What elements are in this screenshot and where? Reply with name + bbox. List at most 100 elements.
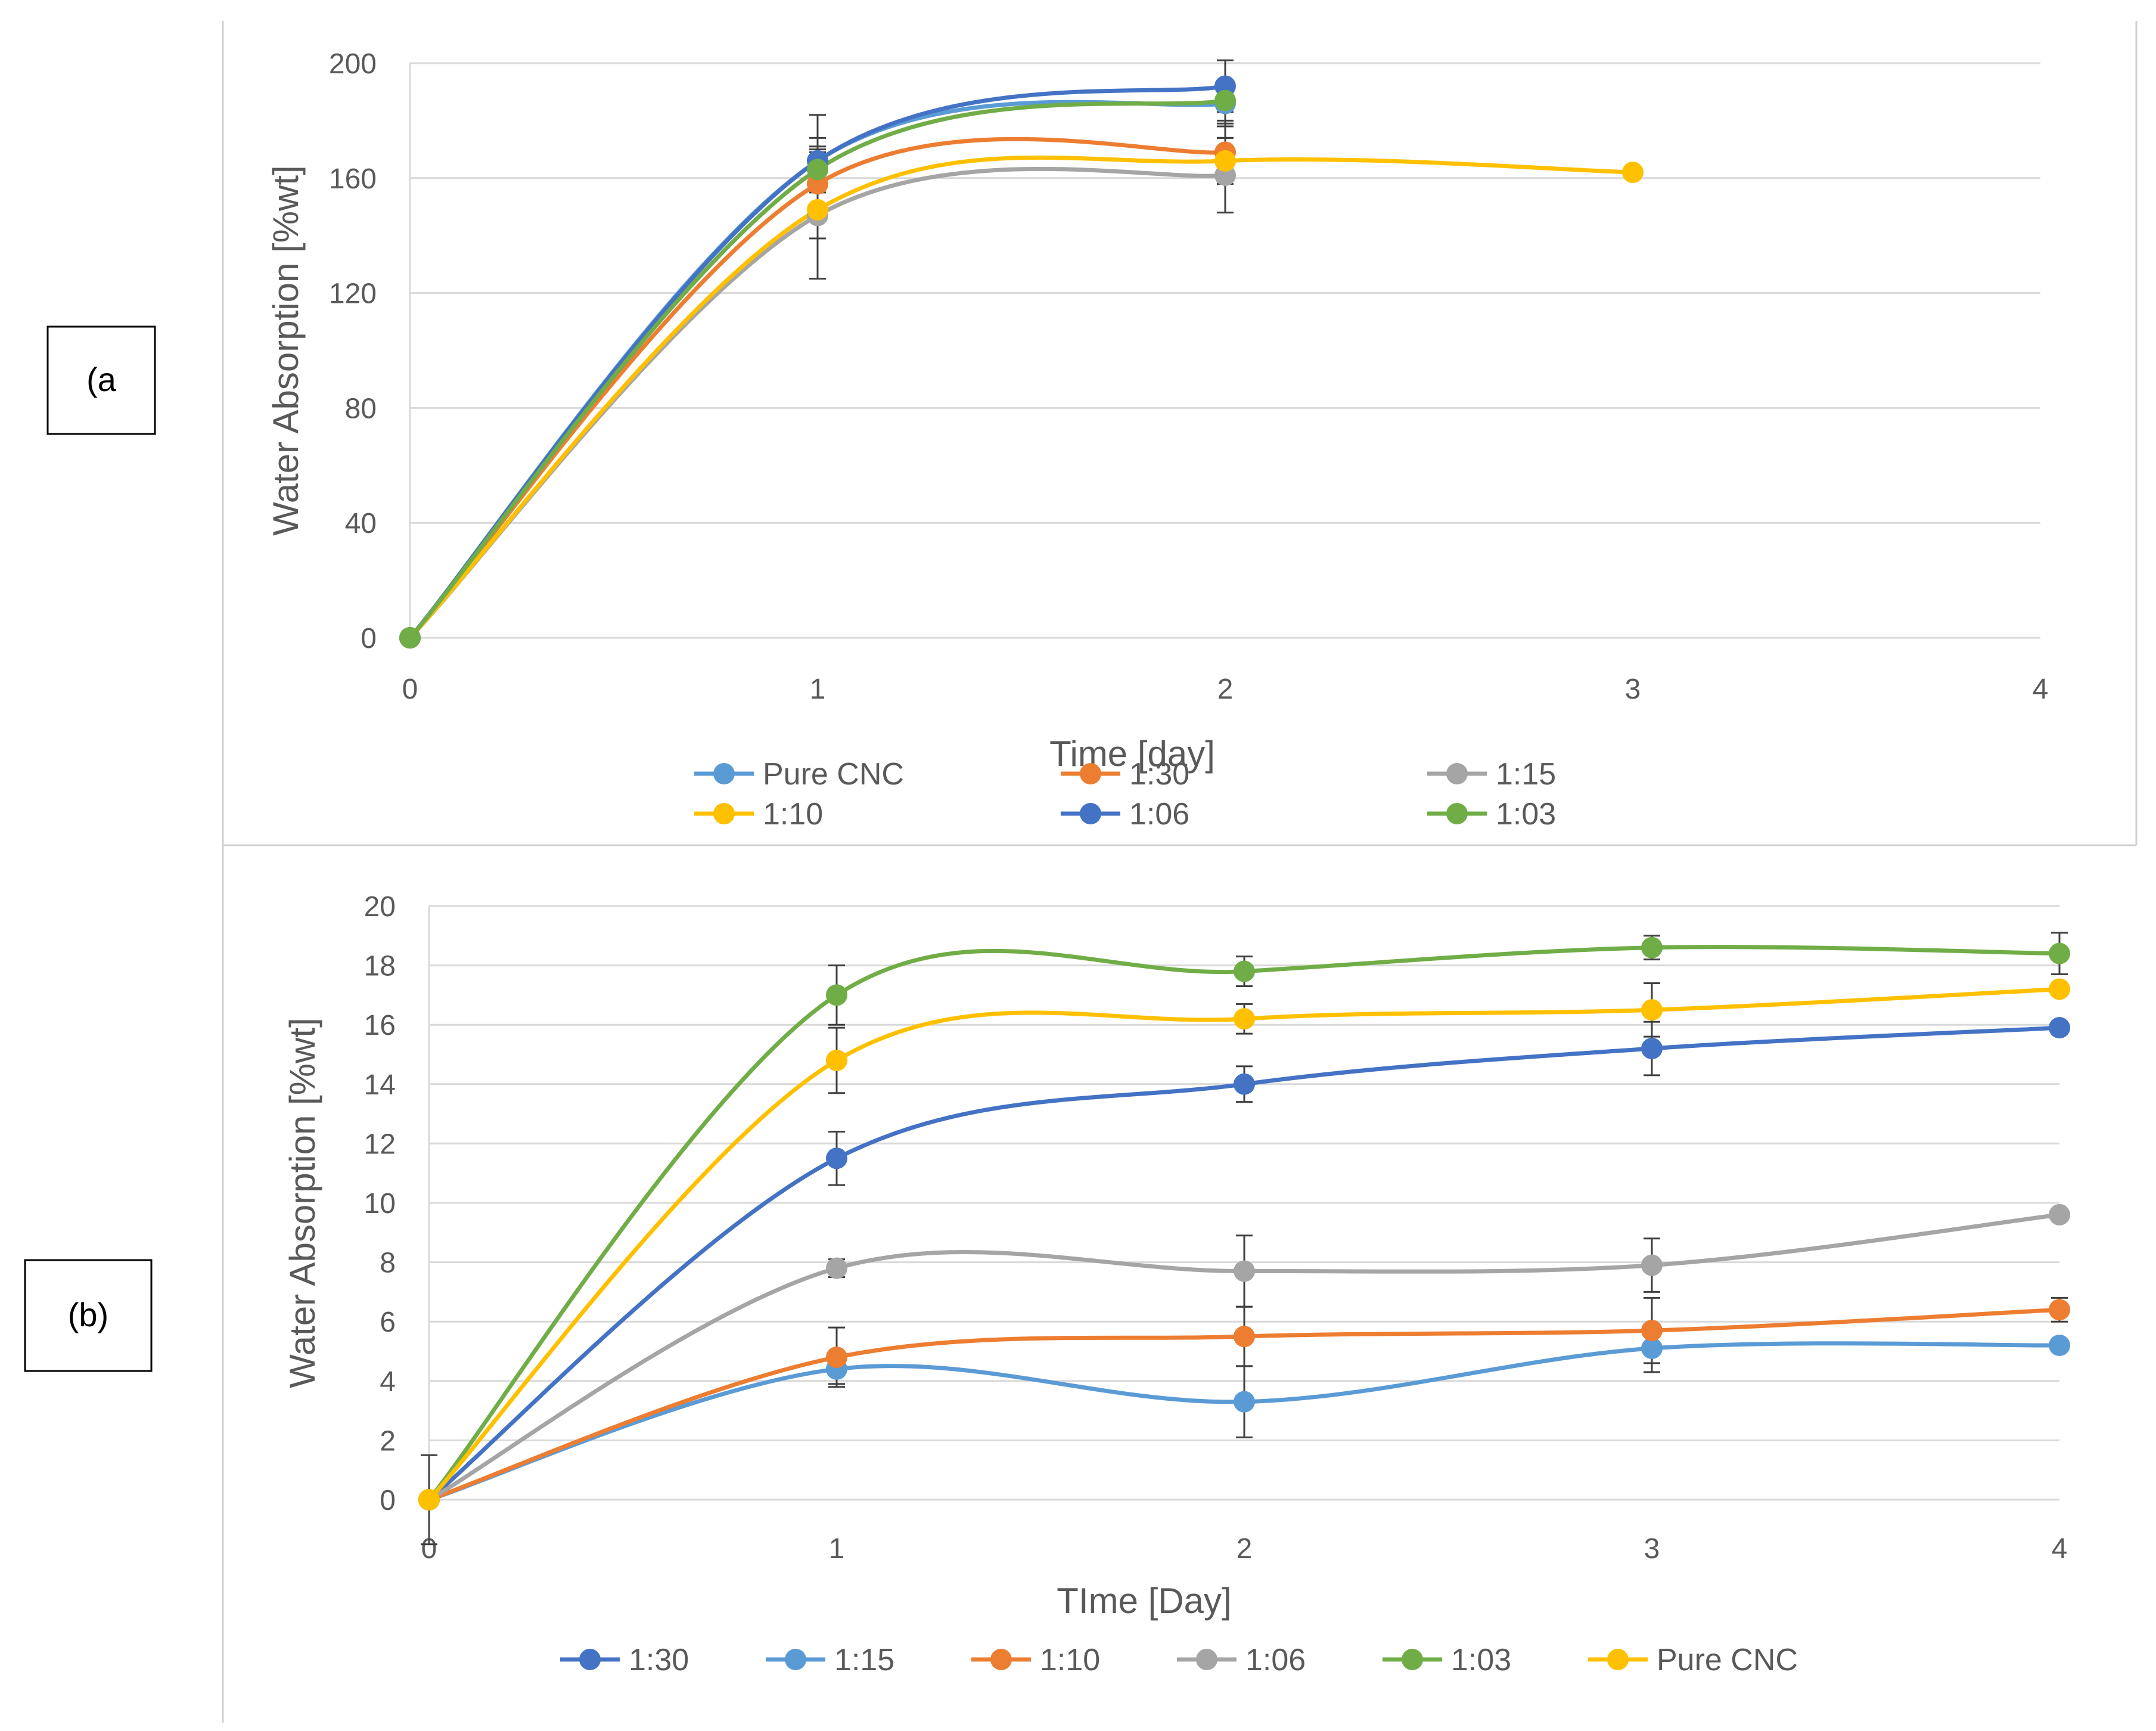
- chart-b-legend-label: 1:10: [1040, 1643, 1100, 1677]
- chart-a-legend-swatch-marker: [1080, 803, 1101, 824]
- panel-label-b-text: (b): [68, 1296, 108, 1333]
- chart-a-legend-item: 1:30: [1061, 757, 1189, 792]
- chart-b-data-point: [1641, 1254, 1663, 1276]
- chart-a-x-axis-title: Time [day]: [1049, 734, 1215, 774]
- chart-a-legend-item: Pure CNC: [694, 757, 904, 792]
- chart-b-x-tick-label: 4: [2052, 1533, 2068, 1565]
- chart-a-y-tick-label: 80: [345, 393, 377, 424]
- chart-a-data-point: [807, 198, 828, 221]
- chart-b-data-point: [2049, 942, 2070, 964]
- chart-a-x-tick-label: 2: [1217, 674, 1234, 705]
- chart-a-legend-label: 1:10: [763, 797, 823, 832]
- chart-b-data-point: [826, 1257, 847, 1279]
- chart-b-legend-label: 1:15: [834, 1643, 894, 1677]
- chart-b-data-point: [2049, 978, 2070, 1000]
- chart-b-data-point: [1641, 1338, 1663, 1360]
- chart-a-y-tick-label: 0: [361, 623, 377, 654]
- chart-a-legend-swatch-marker: [713, 803, 735, 824]
- chart-b-y-tick-label: 20: [364, 891, 396, 923]
- chart-a-x-tick-label: 4: [2033, 674, 2049, 705]
- chart-b-data-point: [1641, 999, 1663, 1021]
- panel-label-b: (b): [24, 1259, 153, 1372]
- chart-b-data-point: [1641, 1038, 1663, 1060]
- chart-b-x-axis-title: TIme [Day]: [1057, 1581, 1231, 1621]
- chart-a-legend-item: 1:15: [1427, 757, 1556, 792]
- chart-b-data-point: [1234, 1008, 1255, 1030]
- chart-a-legend-item: 1:10: [694, 797, 823, 832]
- chart-b-data-point: [826, 1147, 847, 1169]
- chart-a-data-point: [1214, 150, 1236, 172]
- chart-b-legend-swatch-marker: [1402, 1649, 1423, 1670]
- chart-b-legend-item: 1:15: [766, 1643, 894, 1677]
- chart-b-legend-label: 1:03: [1451, 1643, 1511, 1677]
- chart-b-y-tick-label: 6: [380, 1307, 396, 1338]
- chart-b-y-tick-label: 2: [380, 1425, 396, 1457]
- chart-a-y-tick-label: 160: [329, 163, 377, 195]
- chart-a-legend-label: 1:30: [1129, 757, 1189, 792]
- chart-b-data-point: [1641, 936, 1663, 958]
- chart-b-legend-swatch-marker: [785, 1649, 806, 1670]
- chart-b-data-point: [1234, 1326, 1255, 1348]
- chart-b-x-tick-label: 3: [1644, 1533, 1660, 1565]
- chart-b-data-point: [1234, 1391, 1255, 1413]
- panel-label-a: (a: [46, 325, 156, 435]
- chart-b-legend-swatch-marker: [1196, 1649, 1217, 1670]
- chart-b-legend-swatch-marker: [579, 1649, 601, 1670]
- chart-b-data-point: [2049, 1017, 2070, 1039]
- chart-b-legend-item: 1:10: [971, 1643, 1100, 1677]
- chart-a-data-point: [399, 627, 421, 649]
- chart-a: 0 40 80 120 160 200 0 1 2 3 4 Time [day] Water Absor…: [266, 48, 2048, 832]
- chart-a-legend-label: 1:03: [1496, 797, 1556, 832]
- chart-a-series-line: [408, 98, 1228, 640]
- chart-b-series-line: [427, 987, 2062, 1502]
- chart-b-x-tick-label: 1: [829, 1533, 845, 1565]
- chart-a-legend-label: Pure CNC: [763, 757, 904, 792]
- chart-a-x-tick-label: 0: [402, 674, 418, 705]
- chart-a-y-tick-label: 40: [345, 508, 377, 539]
- chart-a-legend-item: 1:06: [1061, 797, 1189, 832]
- chart-b-data-point: [826, 1346, 847, 1368]
- chart-a-legend-swatch-marker: [1446, 763, 1468, 784]
- chart-b-legend-item: 1:03: [1383, 1643, 1511, 1677]
- chart-b-y-tick-label: 14: [364, 1069, 396, 1101]
- chart-a-legend-swatch-marker: [1446, 803, 1468, 824]
- chart-b-data-point: [1234, 1073, 1255, 1095]
- chart-b-series-line: [427, 1025, 2062, 1502]
- chart-b-y-axis-title: Water Absorption [%wt]: [282, 1017, 322, 1388]
- chart-b-legend-item: 1:30: [560, 1643, 689, 1677]
- chart-b-y-tick-label: 12: [364, 1128, 396, 1160]
- chart-b-legend-label: 1:30: [629, 1643, 689, 1677]
- chart-a-y-axis-title: Water Absorption [%wt]: [266, 165, 306, 535]
- chart-a-x-tick-label: 1: [810, 674, 826, 705]
- chart-a-legend-swatch-marker: [713, 763, 735, 784]
- chart-b-data-point: [2049, 1299, 2070, 1321]
- chart-b-data-point: [1234, 1260, 1255, 1282]
- chart-b-legend-label: Pure CNC: [1657, 1643, 1798, 1677]
- chart-b-data-point: [826, 984, 847, 1006]
- chart-a-legend-item: 1:03: [1427, 797, 1556, 832]
- chart-b-data-point: [826, 1049, 847, 1071]
- chart-b-legend-swatch-marker: [990, 1649, 1012, 1670]
- panel-label-a-text: (a: [86, 361, 117, 398]
- chart-b-data-point: [1641, 1320, 1663, 1342]
- chart-a-x-tick-label: 3: [1625, 674, 1641, 705]
- chart-b-y-tick-label: 10: [364, 1188, 396, 1220]
- chart-b-data-point: [418, 1489, 440, 1510]
- chart-b-legend-label: 1:06: [1245, 1643, 1306, 1677]
- chart-a-data-point: [807, 159, 828, 181]
- chart-a-data-point: [1214, 89, 1236, 111]
- chart-a-legend-label: 1:06: [1129, 797, 1189, 832]
- chart-b-x-tick-label: 2: [1237, 1533, 1253, 1565]
- chart-a-y-tick-label: 200: [329, 48, 377, 80]
- chart-a-legend-label: 1:15: [1496, 757, 1556, 792]
- chart-b-legend-item: 1:06: [1177, 1643, 1306, 1677]
- chart-a-data-point: [1622, 162, 1644, 184]
- chart-b-y-tick-label: 18: [364, 951, 396, 982]
- chart-b-legend-item: Pure CNC: [1588, 1643, 1798, 1677]
- chart-b-data-point: [2049, 1203, 2070, 1226]
- chart-b-y-tick-label: 4: [380, 1366, 396, 1398]
- chart-b-y-tick-label: 16: [364, 1010, 396, 1041]
- chart-b-y-tick-label: 8: [380, 1248, 396, 1279]
